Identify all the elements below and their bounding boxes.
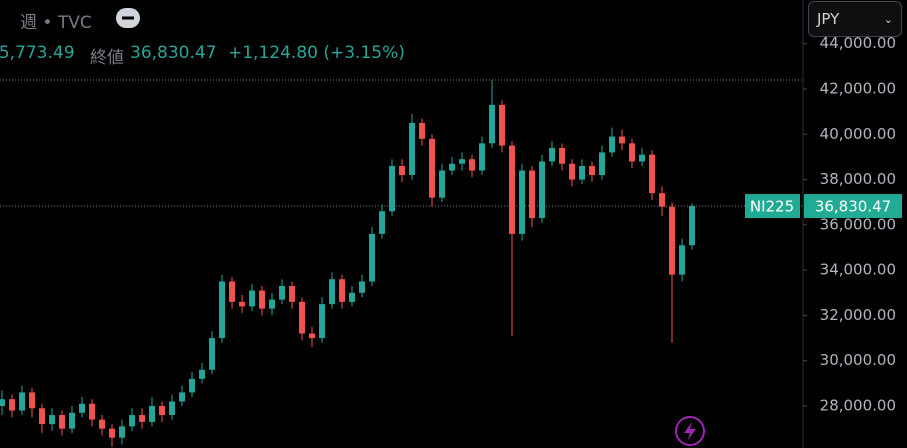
open-value: 35,773.49	[0, 43, 75, 63]
candle-body	[189, 378, 195, 393]
dropdown-arrow: ⌄	[883, 12, 893, 26]
candle-body	[339, 279, 345, 302]
candle-body	[249, 290, 255, 307]
candle-body	[589, 165, 595, 176]
candle-body	[389, 165, 395, 212]
candle-body	[19, 392, 25, 411]
candle-body	[619, 136, 625, 144]
candle-body	[279, 285, 285, 300]
candle-body	[659, 193, 665, 207]
candle-body	[649, 154, 655, 194]
candle-body	[179, 392, 185, 402]
y-tick-label: 38,000.00	[820, 170, 896, 188]
candle-body	[549, 147, 555, 162]
candle-body	[309, 333, 315, 339]
candle-body	[429, 138, 435, 198]
candle-body	[409, 122, 415, 176]
candle-body	[359, 281, 365, 293]
candle-body	[169, 401, 175, 416]
candle-body	[579, 165, 585, 180]
change-value: +1,124.80 (+3.15%)	[228, 43, 405, 63]
y-tick-label: 40,000.00	[820, 125, 896, 143]
y-tick-label: 30,000.00	[820, 351, 896, 369]
candle-body	[529, 170, 535, 219]
candle-body	[99, 419, 105, 429]
candle-body	[139, 415, 145, 422]
candle-body	[89, 403, 95, 420]
candle-body	[329, 279, 335, 305]
candle-body	[679, 245, 685, 275]
candle-body	[259, 290, 265, 309]
candle-body	[439, 170, 445, 198]
candle-body	[559, 147, 565, 164]
close-label: 終値	[90, 48, 124, 68]
candle-body	[499, 104, 505, 146]
candle-body	[539, 161, 545, 219]
candle-body	[49, 415, 55, 425]
y-tick-label: 36,000.00	[820, 215, 896, 233]
candle-body	[689, 206, 695, 246]
candle-body	[319, 304, 325, 339]
candle-body	[669, 206, 675, 275]
candle-body	[599, 152, 605, 176]
candle-body	[0, 399, 5, 406]
candle-body	[129, 415, 135, 427]
candle-body	[59, 415, 65, 429]
source-label: 週 • TVC	[20, 13, 92, 33]
candle-body	[69, 412, 75, 429]
candle-body	[159, 405, 165, 416]
y-tick-label: 34,000.00	[820, 261, 896, 279]
candle-body	[379, 211, 385, 234]
candle-body	[419, 122, 425, 139]
candle-body	[239, 301, 245, 307]
candle-body	[569, 163, 575, 180]
price-label: 36,830.47	[815, 198, 891, 216]
currency-label: JPY	[817, 10, 840, 28]
candle-body	[109, 428, 115, 438]
symbol-tag	[745, 194, 800, 219]
candle-body	[349, 292, 355, 302]
candle-body	[479, 143, 485, 171]
candle-body	[229, 281, 235, 302]
candle-body	[9, 399, 15, 411]
candle-body	[519, 170, 525, 234]
candle-body	[469, 159, 475, 171]
candle-body	[449, 163, 455, 171]
currency-dropdown[interactable]: JPY ⌄	[808, 1, 902, 37]
candle-body	[299, 301, 305, 334]
y-tick-label: 42,000.00	[820, 80, 896, 98]
y-tick-label: 44,000.00	[820, 34, 896, 52]
candle-body	[639, 154, 645, 162]
candle-body	[269, 299, 275, 309]
candle-body	[149, 405, 155, 422]
price-axis	[803, 0, 907, 448]
candle-body	[289, 285, 295, 302]
symbol-label: NI225	[750, 198, 794, 216]
candle-body	[29, 392, 35, 409]
candle-body	[459, 159, 465, 164]
candle-body	[609, 136, 615, 153]
y-tick-label: 32,000.00	[820, 306, 896, 324]
candle-body	[79, 403, 85, 413]
y-tick-label: 28,000.00	[820, 396, 896, 414]
candle-body	[369, 233, 375, 282]
candle-body	[119, 426, 125, 438]
candle-body	[209, 338, 215, 370]
close-value: 36,830.47	[130, 43, 217, 63]
candle-body	[489, 104, 495, 144]
candle-body	[629, 143, 635, 162]
candle-body	[39, 408, 45, 425]
price-tag	[804, 194, 902, 219]
candle-body	[219, 281, 225, 339]
candle-body	[199, 369, 205, 379]
candle-body	[509, 145, 515, 234]
candle-body	[399, 165, 405, 176]
